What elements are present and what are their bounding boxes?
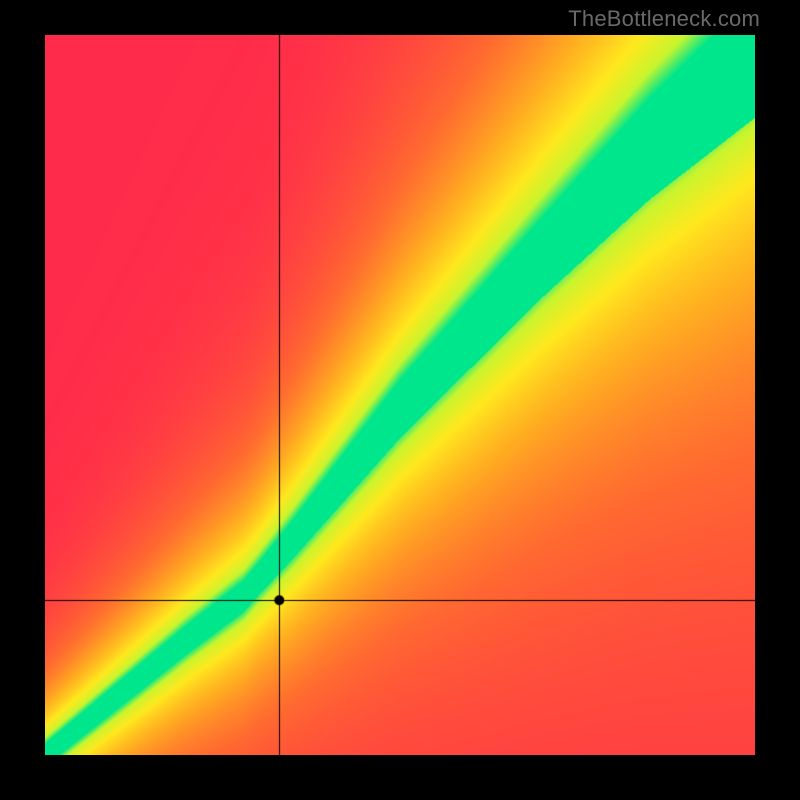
bottleneck-heatmap [45,35,755,755]
watermark: TheBottleneck.com [568,6,760,32]
